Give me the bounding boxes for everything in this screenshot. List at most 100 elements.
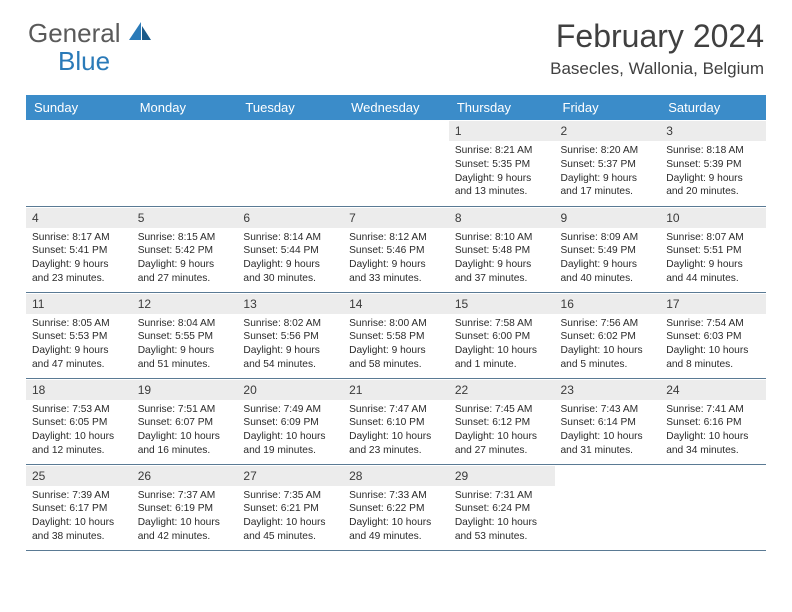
page-header: General Blue February 2024 Basecles, Wal… xyxy=(0,0,792,87)
calendar-day-cell: 4Sunrise: 8:17 AMSunset: 5:41 PMDaylight… xyxy=(26,206,132,292)
day-number: 13 xyxy=(237,293,343,314)
calendar-day-cell: .. xyxy=(555,464,661,550)
sunset-text: Sunset: 5:37 PM xyxy=(561,158,655,172)
calendar-day-cell: 12Sunrise: 8:04 AMSunset: 5:55 PMDayligh… xyxy=(132,292,238,378)
daylight-text: Daylight: 9 hours and 58 minutes. xyxy=(349,344,443,372)
sunrise-text: Sunrise: 8:20 AM xyxy=(561,144,655,158)
day-info: Sunrise: 8:15 AMSunset: 5:42 PMDaylight:… xyxy=(132,228,238,291)
day-info: Sunrise: 7:43 AMSunset: 6:14 PMDaylight:… xyxy=(555,400,661,463)
sunrise-text: Sunrise: 7:51 AM xyxy=(138,403,232,417)
sunset-text: Sunset: 6:22 PM xyxy=(349,502,443,516)
calendar-day-cell: 3Sunrise: 8:18 AMSunset: 5:39 PMDaylight… xyxy=(660,120,766,206)
day-number: 22 xyxy=(449,379,555,400)
calendar-week-row: ........1Sunrise: 8:21 AMSunset: 5:35 PM… xyxy=(26,120,766,206)
sunrise-text: Sunrise: 8:17 AM xyxy=(32,231,126,245)
daylight-text: Daylight: 10 hours and 12 minutes. xyxy=(32,430,126,458)
daylight-text: Daylight: 9 hours and 54 minutes. xyxy=(243,344,337,372)
daylight-text: Daylight: 10 hours and 31 minutes. xyxy=(561,430,655,458)
day-info: Sunrise: 7:51 AMSunset: 6:07 PMDaylight:… xyxy=(132,400,238,463)
sunset-text: Sunset: 6:05 PM xyxy=(32,416,126,430)
calendar-day-cell: .. xyxy=(343,120,449,206)
day-info: Sunrise: 8:02 AMSunset: 5:56 PMDaylight:… xyxy=(237,314,343,377)
calendar-day-cell: .. xyxy=(132,120,238,206)
location-text: Basecles, Wallonia, Belgium xyxy=(550,59,764,79)
day-info: Sunrise: 8:17 AMSunset: 5:41 PMDaylight:… xyxy=(26,228,132,291)
calendar-day-cell: 20Sunrise: 7:49 AMSunset: 6:09 PMDayligh… xyxy=(237,378,343,464)
day-number: 20 xyxy=(237,379,343,400)
calendar-week-row: 11Sunrise: 8:05 AMSunset: 5:53 PMDayligh… xyxy=(26,292,766,378)
sunset-text: Sunset: 6:02 PM xyxy=(561,330,655,344)
sunrise-text: Sunrise: 7:41 AM xyxy=(666,403,760,417)
calendar-day-cell: 23Sunrise: 7:43 AMSunset: 6:14 PMDayligh… xyxy=(555,378,661,464)
sunrise-text: Sunrise: 8:07 AM xyxy=(666,231,760,245)
daylight-text: Daylight: 9 hours and 27 minutes. xyxy=(138,258,232,286)
daylight-text: Daylight: 9 hours and 20 minutes. xyxy=(666,172,760,200)
calendar-day-cell: .. xyxy=(237,120,343,206)
daylight-text: Daylight: 9 hours and 13 minutes. xyxy=(455,172,549,200)
day-number: 29 xyxy=(449,465,555,486)
day-number: 25 xyxy=(26,465,132,486)
weekday-header: Tuesday xyxy=(237,95,343,120)
day-info: Sunrise: 7:41 AMSunset: 6:16 PMDaylight:… xyxy=(660,400,766,463)
logo-text-blue: Blue xyxy=(58,46,110,77)
calendar-day-cell: 16Sunrise: 7:56 AMSunset: 6:02 PMDayligh… xyxy=(555,292,661,378)
calendar-day-cell: 21Sunrise: 7:47 AMSunset: 6:10 PMDayligh… xyxy=(343,378,449,464)
calendar-week-row: 18Sunrise: 7:53 AMSunset: 6:05 PMDayligh… xyxy=(26,378,766,464)
sunset-text: Sunset: 6:07 PM xyxy=(138,416,232,430)
day-number: 1 xyxy=(449,120,555,141)
day-number: 23 xyxy=(555,379,661,400)
day-number: 4 xyxy=(26,207,132,228)
calendar-day-cell: 24Sunrise: 7:41 AMSunset: 6:16 PMDayligh… xyxy=(660,378,766,464)
day-number: 18 xyxy=(26,379,132,400)
sunset-text: Sunset: 5:44 PM xyxy=(243,244,337,258)
calendar-day-cell: 15Sunrise: 7:58 AMSunset: 6:00 PMDayligh… xyxy=(449,292,555,378)
calendar-day-cell: 28Sunrise: 7:33 AMSunset: 6:22 PMDayligh… xyxy=(343,464,449,550)
daylight-text: Daylight: 9 hours and 30 minutes. xyxy=(243,258,337,286)
sunset-text: Sunset: 6:10 PM xyxy=(349,416,443,430)
day-info: Sunrise: 8:20 AMSunset: 5:37 PMDaylight:… xyxy=(555,141,661,204)
month-title: February 2024 xyxy=(550,18,764,55)
calendar-day-cell: 5Sunrise: 8:15 AMSunset: 5:42 PMDaylight… xyxy=(132,206,238,292)
daylight-text: Daylight: 9 hours and 51 minutes. xyxy=(138,344,232,372)
sunrise-text: Sunrise: 7:43 AM xyxy=(561,403,655,417)
calendar-table: SundayMondayTuesdayWednesdayThursdayFrid… xyxy=(26,95,766,551)
calendar-day-cell: 11Sunrise: 8:05 AMSunset: 5:53 PMDayligh… xyxy=(26,292,132,378)
daylight-text: Daylight: 10 hours and 45 minutes. xyxy=(243,516,337,544)
sunrise-text: Sunrise: 7:35 AM xyxy=(243,489,337,503)
sunrise-text: Sunrise: 7:47 AM xyxy=(349,403,443,417)
logo: General Blue xyxy=(28,18,155,49)
daylight-text: Daylight: 10 hours and 34 minutes. xyxy=(666,430,760,458)
day-number: 10 xyxy=(660,207,766,228)
sunrise-text: Sunrise: 7:31 AM xyxy=(455,489,549,503)
day-info: Sunrise: 7:53 AMSunset: 6:05 PMDaylight:… xyxy=(26,400,132,463)
sunrise-text: Sunrise: 7:53 AM xyxy=(32,403,126,417)
daylight-text: Daylight: 9 hours and 40 minutes. xyxy=(561,258,655,286)
sunrise-text: Sunrise: 8:18 AM xyxy=(666,144,760,158)
day-info: Sunrise: 8:00 AMSunset: 5:58 PMDaylight:… xyxy=(343,314,449,377)
calendar-day-cell: 26Sunrise: 7:37 AMSunset: 6:19 PMDayligh… xyxy=(132,464,238,550)
weekday-header: Wednesday xyxy=(343,95,449,120)
calendar-day-cell: 1Sunrise: 8:21 AMSunset: 5:35 PMDaylight… xyxy=(449,120,555,206)
day-info: Sunrise: 7:47 AMSunset: 6:10 PMDaylight:… xyxy=(343,400,449,463)
day-info: Sunrise: 7:37 AMSunset: 6:19 PMDaylight:… xyxy=(132,486,238,549)
day-info: Sunrise: 8:12 AMSunset: 5:46 PMDaylight:… xyxy=(343,228,449,291)
daylight-text: Daylight: 10 hours and 1 minute. xyxy=(455,344,549,372)
calendar-day-cell: 19Sunrise: 7:51 AMSunset: 6:07 PMDayligh… xyxy=(132,378,238,464)
day-info: Sunrise: 8:04 AMSunset: 5:55 PMDaylight:… xyxy=(132,314,238,377)
weekday-header: Monday xyxy=(132,95,238,120)
daylight-text: Daylight: 10 hours and 19 minutes. xyxy=(243,430,337,458)
sunrise-text: Sunrise: 7:54 AM xyxy=(666,317,760,331)
sunset-text: Sunset: 6:03 PM xyxy=(666,330,760,344)
day-info: Sunrise: 7:54 AMSunset: 6:03 PMDaylight:… xyxy=(660,314,766,377)
logo-text-gray: General xyxy=(28,18,121,49)
sunset-text: Sunset: 6:16 PM xyxy=(666,416,760,430)
sunrise-text: Sunrise: 7:58 AM xyxy=(455,317,549,331)
day-info: Sunrise: 8:05 AMSunset: 5:53 PMDaylight:… xyxy=(26,314,132,377)
daylight-text: Daylight: 9 hours and 17 minutes. xyxy=(561,172,655,200)
sunrise-text: Sunrise: 7:49 AM xyxy=(243,403,337,417)
calendar-day-cell: .. xyxy=(660,464,766,550)
daylight-text: Daylight: 10 hours and 5 minutes. xyxy=(561,344,655,372)
day-number: 19 xyxy=(132,379,238,400)
day-number: 17 xyxy=(660,293,766,314)
day-number: 2 xyxy=(555,120,661,141)
